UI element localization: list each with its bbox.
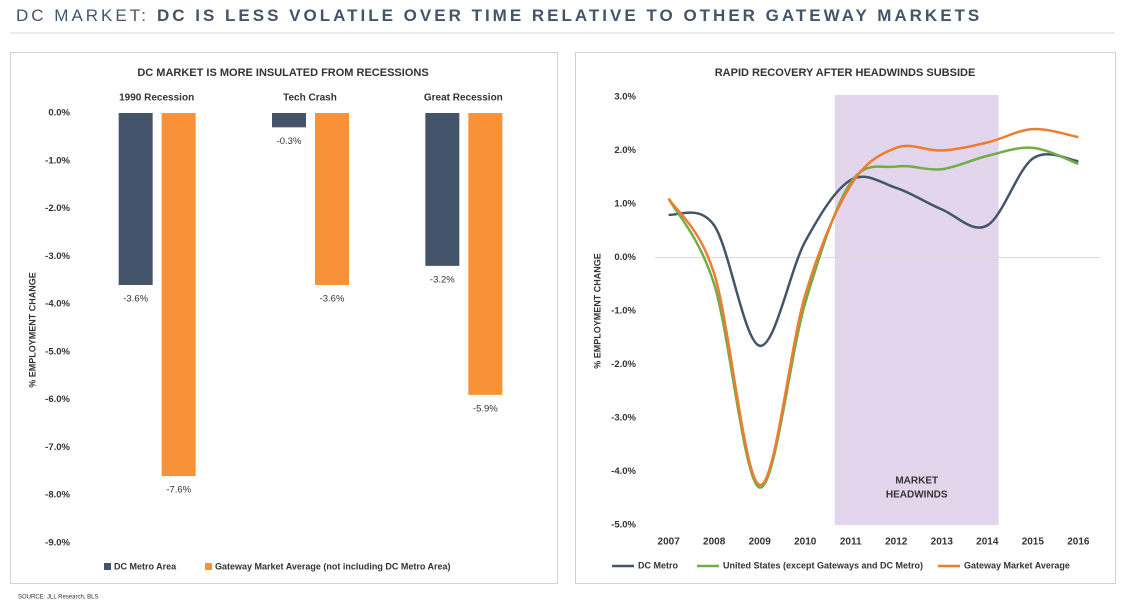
bar	[425, 113, 460, 266]
bar	[272, 113, 306, 128]
y-tick-label: -8.0%	[45, 490, 70, 501]
data-label: -3.6%	[320, 294, 345, 305]
x-tick-label: 2009	[749, 537, 772, 548]
y-tick-label: -5.0%	[611, 520, 636, 531]
series-line	[667, 127, 1079, 487]
bar	[161, 113, 196, 477]
y-tick-label: -9.0%	[45, 538, 70, 549]
y-tick-label: 3.0%	[614, 92, 636, 103]
y-axis-label: % EMPLOYMENT CHANGE	[27, 272, 37, 388]
y-tick-label: -2.0%	[611, 359, 636, 370]
data-label: -3.6%	[123, 294, 148, 305]
y-tick-label: -2.0%	[45, 203, 70, 214]
header-prefix: DC MARKET:	[16, 6, 149, 25]
header: DC MARKET: DC IS LESS VOLATILE OVER TIME …	[16, 6, 982, 25]
y-axis-label: % EMPLOYMENT CHANGE	[592, 253, 602, 369]
source: SOURCE: JLL Research, BLS	[18, 595, 98, 601]
x-tick-label: 2011	[840, 537, 862, 548]
panel-left	[10, 52, 558, 584]
category-label: 1990 Recession	[119, 93, 194, 104]
data-label: -0.3%	[277, 136, 302, 147]
y-tick-label: -7.0%	[45, 442, 70, 453]
data-label: -7.6%	[166, 485, 191, 496]
legend-swatch	[205, 563, 212, 570]
y-tick-label: -4.0%	[45, 299, 70, 310]
legend-label: DC Metro	[638, 560, 679, 570]
x-tick-label: 2008	[703, 537, 726, 548]
y-tick-label: 0.0%	[48, 108, 70, 119]
y-tick-label: -5.0%	[45, 346, 70, 357]
legend-swatch	[104, 563, 111, 570]
x-tick-label: 2015	[1022, 537, 1045, 548]
data-label: -5.9%	[473, 403, 498, 414]
chart-title: DC MARKET IS MORE INSULATED FROM RECESSI…	[137, 67, 428, 79]
y-tick-label: -1.0%	[611, 306, 636, 317]
bar	[118, 113, 153, 285]
x-tick-label: 2014	[976, 537, 999, 548]
bar	[468, 113, 503, 395]
category-label: Great Recession	[424, 93, 503, 104]
shaded-label: MARKET	[895, 476, 938, 487]
y-tick-label: -3.0%	[45, 251, 70, 262]
data-label: -3.2%	[430, 274, 455, 285]
legend-label: DC Metro Area	[114, 561, 177, 571]
y-tick-label: -1.0%	[45, 155, 70, 166]
x-tick-label: 2010	[794, 537, 817, 548]
y-tick-label: -6.0%	[45, 394, 70, 405]
x-tick-label: 2013	[931, 537, 954, 548]
x-tick-label: 2007	[658, 537, 681, 548]
bar	[315, 113, 349, 285]
x-tick-label: 2012	[885, 537, 908, 548]
y-tick-label: 1.0%	[614, 199, 636, 210]
chart-title: RAPID RECOVERY AFTER HEADWINDS SUBSIDE	[715, 67, 976, 79]
y-tick-label: -4.0%	[611, 466, 636, 477]
panel-right	[575, 52, 1116, 584]
category-label: Tech Crash	[283, 93, 337, 104]
y-tick-label: -3.0%	[611, 413, 636, 424]
shaded-label: HEADWINDS	[886, 490, 948, 501]
x-tick-label: 2016	[1067, 537, 1090, 548]
legend-label: Gateway Market Average	[964, 560, 1070, 570]
legend-label: United States (except Gateways and DC Me…	[723, 560, 923, 570]
y-tick-label: 0.0%	[614, 252, 636, 263]
header-title: DC IS LESS VOLATILE OVER TIME RELATIVE T…	[157, 6, 982, 25]
y-tick-label: 2.0%	[614, 145, 636, 156]
legend-label: Gateway Market Average (not including DC…	[215, 561, 451, 571]
